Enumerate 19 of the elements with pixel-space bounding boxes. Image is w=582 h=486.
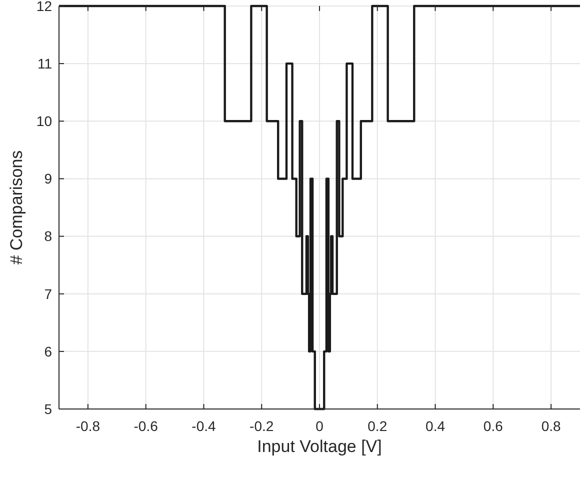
x-tick-label: -0.6 xyxy=(134,418,158,434)
y-tick-label: 6 xyxy=(44,343,52,360)
y-tick-label: 11 xyxy=(37,55,52,72)
y-axis-title: # Comparisons xyxy=(7,150,26,265)
x-tick-label: -0.8 xyxy=(76,418,100,434)
x-tick-label: 0.6 xyxy=(483,418,504,434)
y-tick-label: 10 xyxy=(36,113,52,130)
x-tick-label: 0.8 xyxy=(541,418,561,434)
y-tick-label: 8 xyxy=(44,228,52,244)
x-tick-label: 0.4 xyxy=(426,418,446,434)
y-tick-label: 7 xyxy=(44,286,52,302)
y-tick-label: 5 xyxy=(44,400,52,417)
y-tick-label: 12 xyxy=(36,0,52,14)
x-axis-title: Input Voltage [V] xyxy=(257,437,382,456)
y-tick-label: 9 xyxy=(44,170,52,187)
x-tick-label: 0.2 xyxy=(368,418,388,434)
x-tick-label: 0 xyxy=(316,418,324,434)
x-tick-label: -0.4 xyxy=(192,418,216,434)
x-tick-label: -0.2 xyxy=(250,418,274,434)
